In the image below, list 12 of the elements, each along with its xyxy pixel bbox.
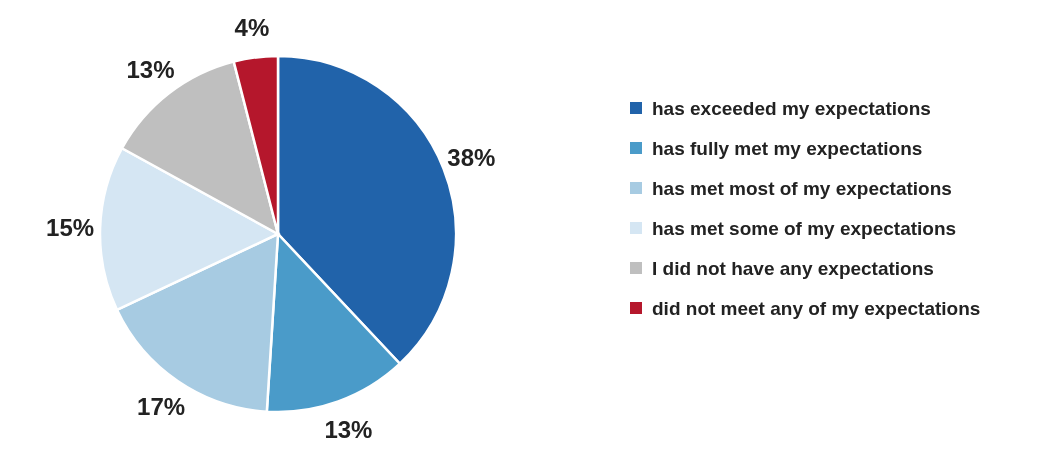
legend-label: has exceeded my expectations <box>652 97 931 119</box>
data-label: 15% <box>46 213 95 241</box>
legend-label: has met most of my expectations <box>652 177 952 199</box>
data-label: 4% <box>234 14 270 42</box>
data-label: 17% <box>137 392 186 420</box>
legend-label: has met some of my expectations <box>652 217 957 239</box>
legend-label: I did not have any expectations <box>652 257 934 279</box>
legend-label: did not meet any of my expectations <box>652 297 981 319</box>
data-label: 38% <box>447 143 496 171</box>
legend-label: has fully met my expectations <box>652 137 923 159</box>
data-label: 13% <box>126 56 175 84</box>
data-label: 13% <box>324 416 373 444</box>
